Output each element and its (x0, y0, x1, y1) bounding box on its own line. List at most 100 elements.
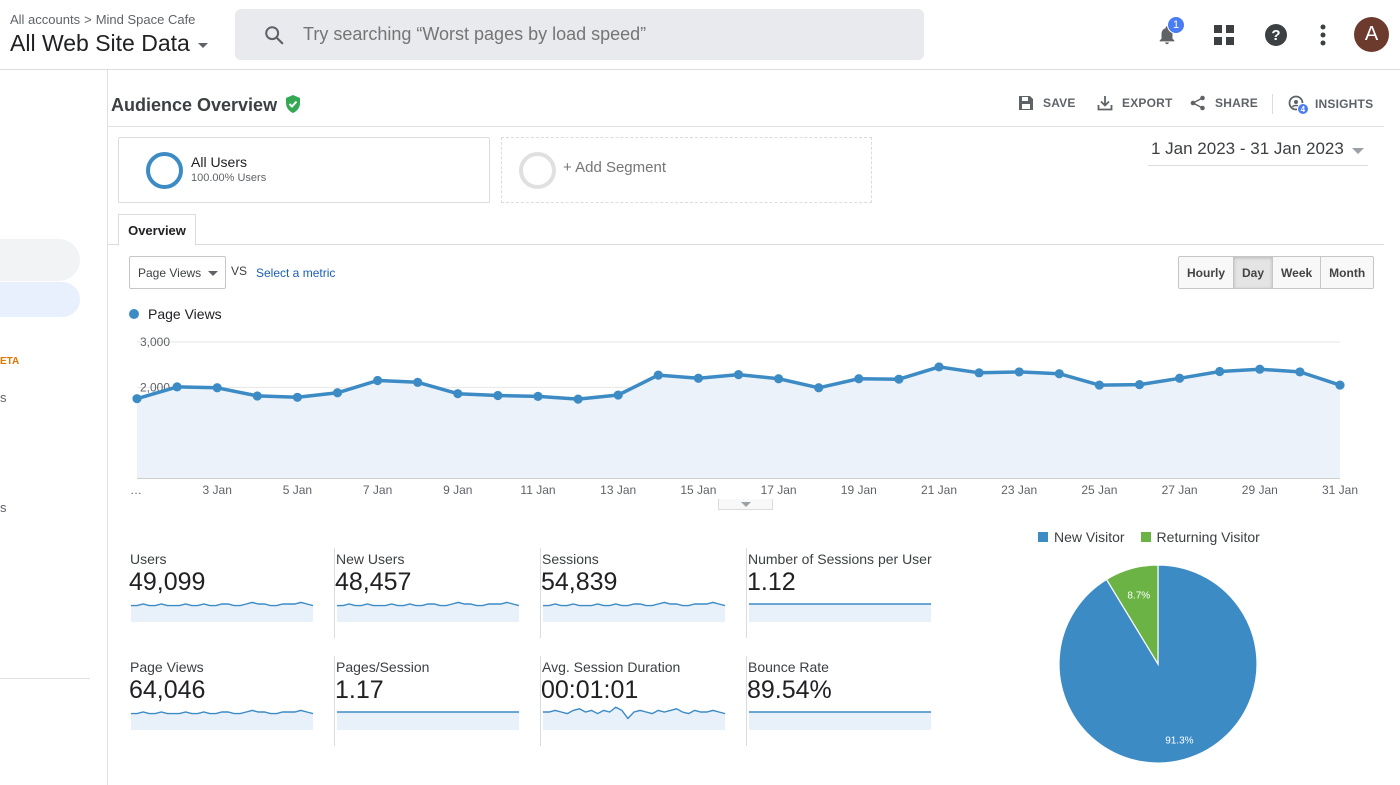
data-point[interactable] (252, 391, 262, 401)
data-point[interactable] (373, 375, 383, 386)
data-point[interactable] (693, 373, 704, 383)
metric-sparkline (749, 603, 931, 622)
data-point[interactable] (1175, 373, 1185, 383)
data-point[interactable] (774, 374, 784, 384)
data-point[interactable] (814, 383, 824, 393)
save-button[interactable]: SAVE (1018, 95, 1076, 111)
pie-legend-item-returning[interactable]: Returning Visitor (1140, 529, 1260, 545)
metric-card[interactable]: Bounce Rate 89.54% (747, 656, 953, 746)
sparkline-line (543, 601, 725, 607)
nav-beta-tag: ETA (0, 356, 20, 367)
data-point[interactable] (1134, 380, 1145, 390)
export-button[interactable]: EXPORT (1097, 95, 1173, 111)
export-label: EXPORT (1122, 96, 1173, 110)
help-button[interactable]: ? (1262, 20, 1290, 50)
metric-card[interactable]: Users 49,099 (129, 548, 335, 638)
tab-overview[interactable]: Overview (118, 214, 196, 246)
metric-card[interactable]: Sessions 54,839 (541, 548, 747, 638)
download-icon (1097, 96, 1113, 111)
nav-item-selected[interactable] (0, 282, 80, 317)
data-point[interactable] (1054, 369, 1064, 379)
sparkline-area (337, 602, 519, 622)
apps-grid-icon (1214, 25, 1234, 45)
x-tick-label: 3 Jan (203, 483, 232, 497)
search-input[interactable] (303, 9, 903, 60)
breadcrumb-account[interactable]: Mind Space Cafe (95, 12, 196, 27)
property-view-selector[interactable]: All Web Site Data (10, 30, 208, 57)
pie-legend-item-new[interactable]: New Visitor (1038, 529, 1125, 545)
segment-name: All Users (191, 154, 248, 170)
metric-card[interactable]: Avg. Session Duration 00:01:01 (541, 656, 747, 746)
metric-card[interactable]: Pages/Session 1.17 (335, 656, 541, 746)
search-bar[interactable] (235, 9, 924, 60)
data-point[interactable] (1335, 380, 1345, 390)
sparkline-line (337, 601, 519, 607)
data-point[interactable] (212, 383, 222, 393)
data-point[interactable] (453, 389, 463, 399)
metric-selector[interactable]: Page Views (129, 256, 226, 289)
metric-value: 54,839 (541, 568, 618, 596)
pie-slice-returning-visitor[interactable] (1105, 564, 1159, 667)
granularity-day[interactable]: Day (1233, 257, 1273, 288)
data-point[interactable] (533, 391, 543, 401)
metric-card[interactable]: Page Views 64,046 (129, 656, 335, 746)
granularity-week[interactable]: Week (1272, 257, 1320, 288)
data-point[interactable] (894, 374, 904, 384)
legend-label: Page Views (148, 306, 222, 322)
data-point[interactable] (172, 382, 182, 392)
data-point[interactable] (1014, 367, 1024, 377)
metric-value: 00:01:01 (541, 676, 639, 704)
data-point[interactable] (413, 377, 423, 387)
metric-sparkline (131, 709, 313, 730)
save-label: SAVE (1043, 96, 1076, 110)
data-point[interactable] (653, 370, 663, 380)
x-tick-label: 29 Jan (1242, 483, 1278, 497)
segment-all-users[interactable]: All Users 100.00% Users (118, 137, 490, 203)
data-point[interactable] (493, 390, 503, 401)
data-point[interactable] (854, 374, 864, 384)
nav-item-label[interactable]: s (0, 390, 7, 405)
data-point[interactable] (1295, 367, 1305, 377)
granularity-hourly[interactable]: Hourly (1187, 265, 1226, 280)
data-point[interactable] (292, 392, 302, 402)
data-point[interactable] (1255, 364, 1265, 374)
data-point[interactable] (934, 362, 944, 372)
data-point[interactable] (1215, 366, 1225, 377)
date-range-picker[interactable]: 1 Jan 2023 - 31 Jan 2023 (1148, 139, 1368, 166)
account-avatar[interactable]: A (1354, 17, 1389, 52)
share-icon (1190, 95, 1205, 111)
save-icon (1019, 96, 1033, 110)
data-point[interactable] (733, 370, 744, 380)
metric-card[interactable]: New Users 48,457 (335, 548, 541, 638)
x-tick-label: 25 Jan (1081, 483, 1117, 497)
metric-card[interactable]: Number of Sessions per User 1.12 (747, 548, 953, 638)
nav-item-hover[interactable] (0, 239, 80, 281)
data-point[interactable] (613, 390, 623, 400)
add-segment-button[interactable]: + Add Segment (501, 137, 872, 203)
notifications-button[interactable]: 1 (1153, 16, 1185, 50)
data-point[interactable] (573, 394, 583, 404)
property-view-label: All Web Site Data (10, 30, 190, 56)
search-icon (265, 26, 284, 45)
chart-legend: Page Views (129, 306, 222, 322)
sparkline-area (749, 604, 931, 622)
share-button[interactable]: SHARE (1190, 95, 1258, 111)
x-tick-label: 27 Jan (1162, 483, 1198, 497)
sparkline-area (749, 712, 931, 730)
x-tick-label: 5 Jan (283, 483, 312, 497)
metric-label: Pages/Session (336, 659, 430, 675)
data-point[interactable] (132, 394, 142, 404)
select-metric-link[interactable]: Select a metric (256, 266, 336, 280)
data-point[interactable] (332, 388, 343, 398)
chart-collapse-handle[interactable] (718, 499, 773, 510)
insights-button[interactable]: 4 INSIGHTS (1288, 95, 1373, 115)
data-point[interactable] (974, 368, 984, 378)
report-header: Audience Overview SAVE EXPORT SHARE 4 IN… (108, 70, 1384, 127)
more-options-button[interactable] (1309, 20, 1337, 50)
breadcrumb-all-accounts[interactable]: All accounts (10, 12, 81, 27)
granularity-month[interactable]: Month (1320, 257, 1373, 288)
nav-item-label[interactable]: s (0, 500, 7, 515)
data-point[interactable] (1094, 380, 1104, 390)
top-app-bar: All accounts > Mind Space Cafe All Web Sit… (0, 0, 1400, 70)
apps-button[interactable] (1210, 20, 1238, 50)
